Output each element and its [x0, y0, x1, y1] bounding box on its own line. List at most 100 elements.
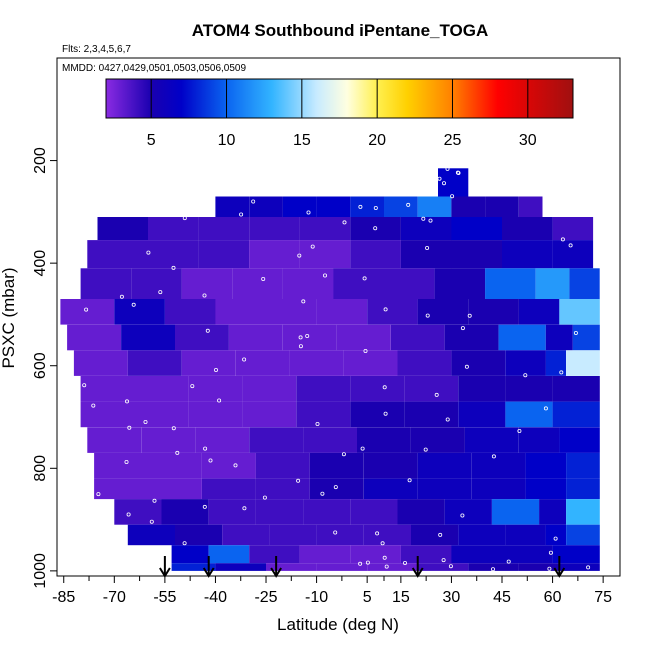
heatmap-cell — [181, 350, 236, 376]
observation-point — [242, 506, 247, 511]
heatmap-cell — [309, 452, 364, 479]
heatmap-cell — [303, 427, 357, 453]
heatmap-cell — [471, 478, 526, 500]
observation-point — [559, 370, 564, 375]
observation-point — [190, 384, 195, 389]
heatmap-cell — [498, 324, 546, 351]
heatmap-cell — [148, 452, 202, 479]
heatmap-cell — [552, 401, 600, 428]
heatmap-cell — [566, 524, 600, 546]
heatmap-cell — [417, 563, 469, 571]
x-axis-label: Latitude (deg N) — [277, 615, 399, 634]
observation-point — [573, 330, 578, 335]
heatmap-cell — [404, 401, 459, 428]
heatmap-cell — [343, 350, 398, 376]
observation-point — [171, 265, 176, 270]
heatmap-cell — [94, 478, 148, 500]
heatmap-cell — [242, 376, 297, 402]
observation-point — [262, 495, 267, 500]
heatmap-cell — [417, 478, 472, 500]
heatmap-cell — [60, 299, 115, 325]
observation-point — [96, 492, 101, 497]
x-tick-label: -25 — [254, 589, 277, 606]
heatmap-cell — [545, 324, 573, 351]
heatmap-cell — [215, 196, 250, 217]
heatmap-cell — [255, 452, 310, 479]
observation-point — [375, 531, 380, 536]
heatmap-cell — [249, 545, 300, 564]
heatmap-cell — [296, 401, 351, 428]
observation-point — [423, 447, 428, 452]
colorbar-tick-label: 25 — [444, 132, 462, 149]
heatmap-cell — [316, 299, 368, 325]
heatmap-cell — [282, 324, 337, 351]
observation-point — [126, 512, 131, 517]
heatmap-cell — [468, 563, 519, 571]
observation-point — [124, 459, 129, 464]
heatmap-cell — [249, 217, 300, 241]
heatmap-cell — [485, 268, 536, 300]
observation-point — [568, 243, 573, 248]
observation-point — [425, 245, 430, 250]
observation-point — [456, 170, 461, 175]
heatmap-cell — [502, 545, 553, 564]
observation-point — [383, 411, 388, 416]
heatmap-cell — [451, 196, 486, 217]
heatmap-cell — [545, 350, 566, 376]
heatmap-cell — [350, 240, 401, 269]
observation-point — [373, 205, 378, 210]
plot-area — [56, 57, 621, 578]
observation-point — [146, 250, 151, 255]
heatmap-cell — [552, 376, 600, 402]
heatmap-cell — [411, 427, 465, 453]
heatmap-cell — [471, 452, 526, 479]
heatmap-cells — [60, 168, 600, 571]
heatmap-cell — [350, 499, 398, 525]
heatmap-cell — [80, 401, 135, 428]
heatmap-cell — [491, 499, 540, 525]
heatmap-cell — [198, 217, 250, 241]
observation-point — [450, 194, 455, 199]
heatmap-cell — [566, 452, 600, 479]
observation-point — [251, 199, 256, 204]
heatmap-cell — [485, 196, 519, 217]
heatmap-cell — [134, 401, 189, 428]
y-axis: 200 400 600 800 1000 — [32, 147, 57, 589]
observation-point — [380, 541, 385, 546]
heatmap-cell — [417, 196, 452, 217]
heatmap-cell — [363, 524, 411, 546]
flights-note: Flts: 2,3,4,5,6,7 — [62, 44, 131, 55]
observation-point — [158, 290, 163, 295]
heatmap-cell — [299, 217, 351, 241]
observation-point — [553, 536, 558, 541]
observation-point — [342, 220, 347, 225]
heatmap-cell — [400, 545, 452, 564]
observation-point — [425, 313, 430, 318]
heatmap-cell — [73, 350, 128, 376]
heatmap-cell — [404, 376, 459, 402]
observation-point — [373, 226, 378, 231]
heatmap-cell — [242, 401, 297, 428]
heatmap-cell — [464, 427, 519, 453]
heatmap-cell — [97, 217, 149, 241]
heatmap-cell — [451, 545, 502, 564]
heatmap-cell — [266, 563, 317, 571]
observation-point — [560, 237, 565, 242]
heatmap-cell — [114, 299, 165, 325]
observation-point — [305, 333, 310, 338]
observation-point — [298, 344, 303, 349]
y-tick-label: 200 — [32, 147, 49, 174]
heatmap-cell — [458, 376, 506, 402]
heatmap-cell — [148, 240, 199, 269]
heatmap-cell — [161, 499, 209, 525]
heatmap-cell — [215, 299, 266, 325]
heatmap-cell — [451, 217, 502, 241]
observation-point — [506, 559, 511, 564]
observation-point — [341, 452, 346, 457]
observation-point — [382, 385, 387, 390]
colorbar: 5 10 15 20 25 30 — [105, 78, 574, 149]
heatmap-cell — [397, 350, 452, 376]
heatmap-cell — [202, 478, 256, 500]
heatmap-cell — [518, 563, 560, 571]
